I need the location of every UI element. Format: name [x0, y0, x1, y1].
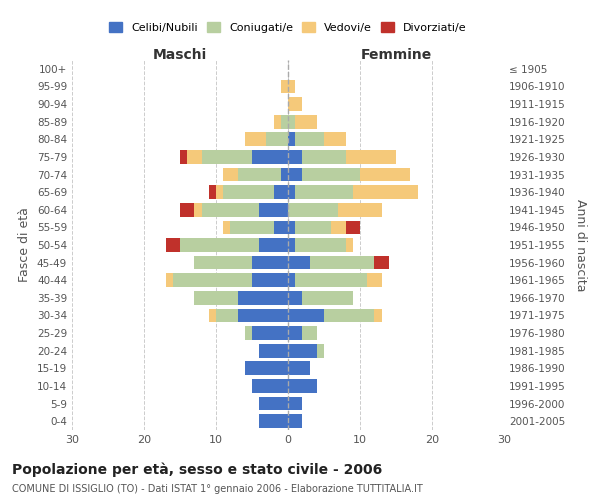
Bar: [331, 220, 346, 234]
Bar: [302, 168, 360, 181]
Bar: [166, 274, 173, 287]
Bar: [302, 326, 317, 340]
Bar: [346, 150, 396, 164]
Bar: [367, 274, 382, 287]
Bar: [245, 326, 252, 340]
Bar: [288, 308, 324, 322]
Bar: [274, 220, 288, 234]
Bar: [238, 168, 281, 181]
Bar: [238, 291, 288, 304]
Text: Femmine: Femmine: [361, 48, 431, 62]
Bar: [288, 344, 317, 358]
Bar: [288, 238, 295, 252]
Bar: [288, 186, 295, 199]
Bar: [274, 115, 281, 128]
Bar: [187, 150, 202, 164]
Bar: [259, 203, 288, 216]
Bar: [259, 238, 288, 252]
Bar: [374, 308, 382, 322]
Bar: [288, 256, 310, 270]
Bar: [216, 186, 223, 199]
Bar: [374, 256, 389, 270]
Bar: [259, 396, 288, 410]
Bar: [288, 80, 295, 94]
Bar: [245, 132, 266, 146]
Bar: [216, 308, 238, 322]
Bar: [288, 291, 302, 304]
Bar: [295, 220, 331, 234]
Bar: [194, 256, 252, 270]
Bar: [202, 203, 259, 216]
Bar: [346, 220, 360, 234]
Bar: [194, 203, 202, 216]
Bar: [295, 186, 353, 199]
Bar: [288, 396, 302, 410]
Bar: [288, 274, 295, 287]
Bar: [173, 274, 252, 287]
Bar: [324, 132, 346, 146]
Bar: [302, 291, 353, 304]
Bar: [288, 414, 302, 428]
Bar: [238, 308, 288, 322]
Bar: [252, 274, 288, 287]
Bar: [346, 238, 353, 252]
Bar: [252, 379, 288, 393]
Bar: [281, 80, 288, 94]
Text: COMUNE DI ISSIGLIO (TO) - Dati ISTAT 1° gennaio 2006 - Elaborazione TUTTITALIA.I: COMUNE DI ISSIGLIO (TO) - Dati ISTAT 1° …: [12, 484, 423, 494]
Bar: [274, 186, 288, 199]
Bar: [281, 168, 288, 181]
Bar: [353, 186, 418, 199]
Bar: [288, 97, 302, 111]
Bar: [288, 203, 338, 216]
Bar: [230, 220, 274, 234]
Bar: [180, 238, 259, 252]
Bar: [259, 344, 288, 358]
Bar: [288, 132, 295, 146]
Y-axis label: Anni di nascita: Anni di nascita: [574, 198, 587, 291]
Bar: [281, 115, 288, 128]
Bar: [288, 168, 302, 181]
Bar: [288, 379, 317, 393]
Bar: [223, 186, 274, 199]
Bar: [310, 256, 374, 270]
Bar: [288, 362, 310, 375]
Bar: [202, 150, 252, 164]
Bar: [295, 115, 317, 128]
Bar: [266, 132, 288, 146]
Bar: [252, 256, 288, 270]
Bar: [252, 150, 288, 164]
Bar: [209, 186, 216, 199]
Bar: [223, 168, 238, 181]
Bar: [223, 220, 230, 234]
Bar: [338, 203, 382, 216]
Bar: [252, 326, 288, 340]
Bar: [166, 238, 180, 252]
Y-axis label: Fasce di età: Fasce di età: [19, 208, 31, 282]
Bar: [360, 168, 410, 181]
Text: Popolazione per età, sesso e stato civile - 2006: Popolazione per età, sesso e stato civil…: [12, 462, 382, 477]
Bar: [180, 203, 194, 216]
Bar: [259, 414, 288, 428]
Text: Maschi: Maschi: [153, 48, 207, 62]
Bar: [317, 344, 324, 358]
Bar: [295, 238, 346, 252]
Bar: [302, 150, 346, 164]
Legend: Celibi/Nubili, Coniugati/e, Vedovi/e, Divorziati/e: Celibi/Nubili, Coniugati/e, Vedovi/e, Di…: [105, 18, 471, 37]
Bar: [295, 132, 324, 146]
Bar: [295, 274, 367, 287]
Bar: [288, 220, 295, 234]
Bar: [245, 362, 288, 375]
Bar: [324, 308, 374, 322]
Bar: [194, 291, 238, 304]
Bar: [209, 308, 216, 322]
Bar: [288, 115, 295, 128]
Bar: [180, 150, 187, 164]
Bar: [288, 326, 302, 340]
Bar: [288, 150, 302, 164]
